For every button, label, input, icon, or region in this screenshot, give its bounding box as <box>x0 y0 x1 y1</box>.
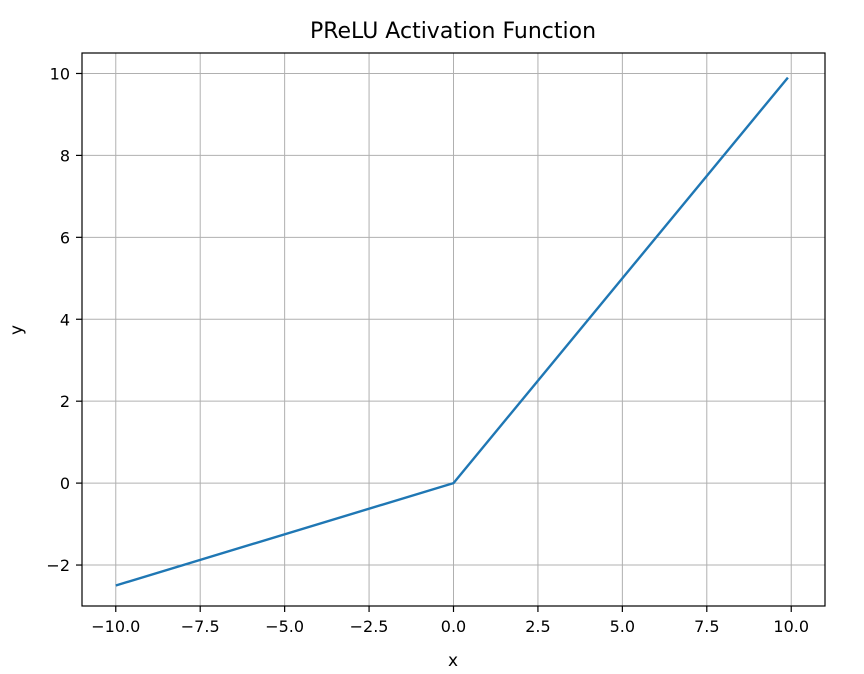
x-tick-label: −5.0 <box>265 617 304 636</box>
x-tick-label: −10.0 <box>91 617 140 636</box>
y-tick-label: −2 <box>46 556 70 575</box>
x-tick-label: −2.5 <box>350 617 389 636</box>
x-tick-label: 0.0 <box>441 617 466 636</box>
y-tick-label: 10 <box>50 64 70 83</box>
series-layer <box>115 76 789 587</box>
y-tick-label: 8 <box>60 146 70 165</box>
x-axis-label: x <box>448 651 458 671</box>
y-tick-label: 6 <box>60 228 70 247</box>
x-axis: −10.0 −7.5 −5.0 −2.5 0.0 2.5 5.0 7.5 10.0 <box>91 606 809 636</box>
x-tick-label: 7.5 <box>694 617 719 636</box>
x-tick-label: 5.0 <box>610 617 635 636</box>
y-tick-label: 4 <box>60 310 70 329</box>
y-tick-label: 0 <box>60 474 70 493</box>
y-axis-label: y <box>7 325 27 335</box>
chart-title: PReLU Activation Function <box>310 19 596 44</box>
grid-lines <box>82 53 825 606</box>
x-tick-label: 10.0 <box>773 617 809 636</box>
x-tick-label: 2.5 <box>525 617 550 636</box>
y-tick-label: 2 <box>60 392 70 411</box>
x-tick-label: −7.5 <box>181 617 220 636</box>
y-axis: −2 0 2 4 6 8 10 <box>46 64 82 575</box>
prelu-line <box>115 76 789 587</box>
